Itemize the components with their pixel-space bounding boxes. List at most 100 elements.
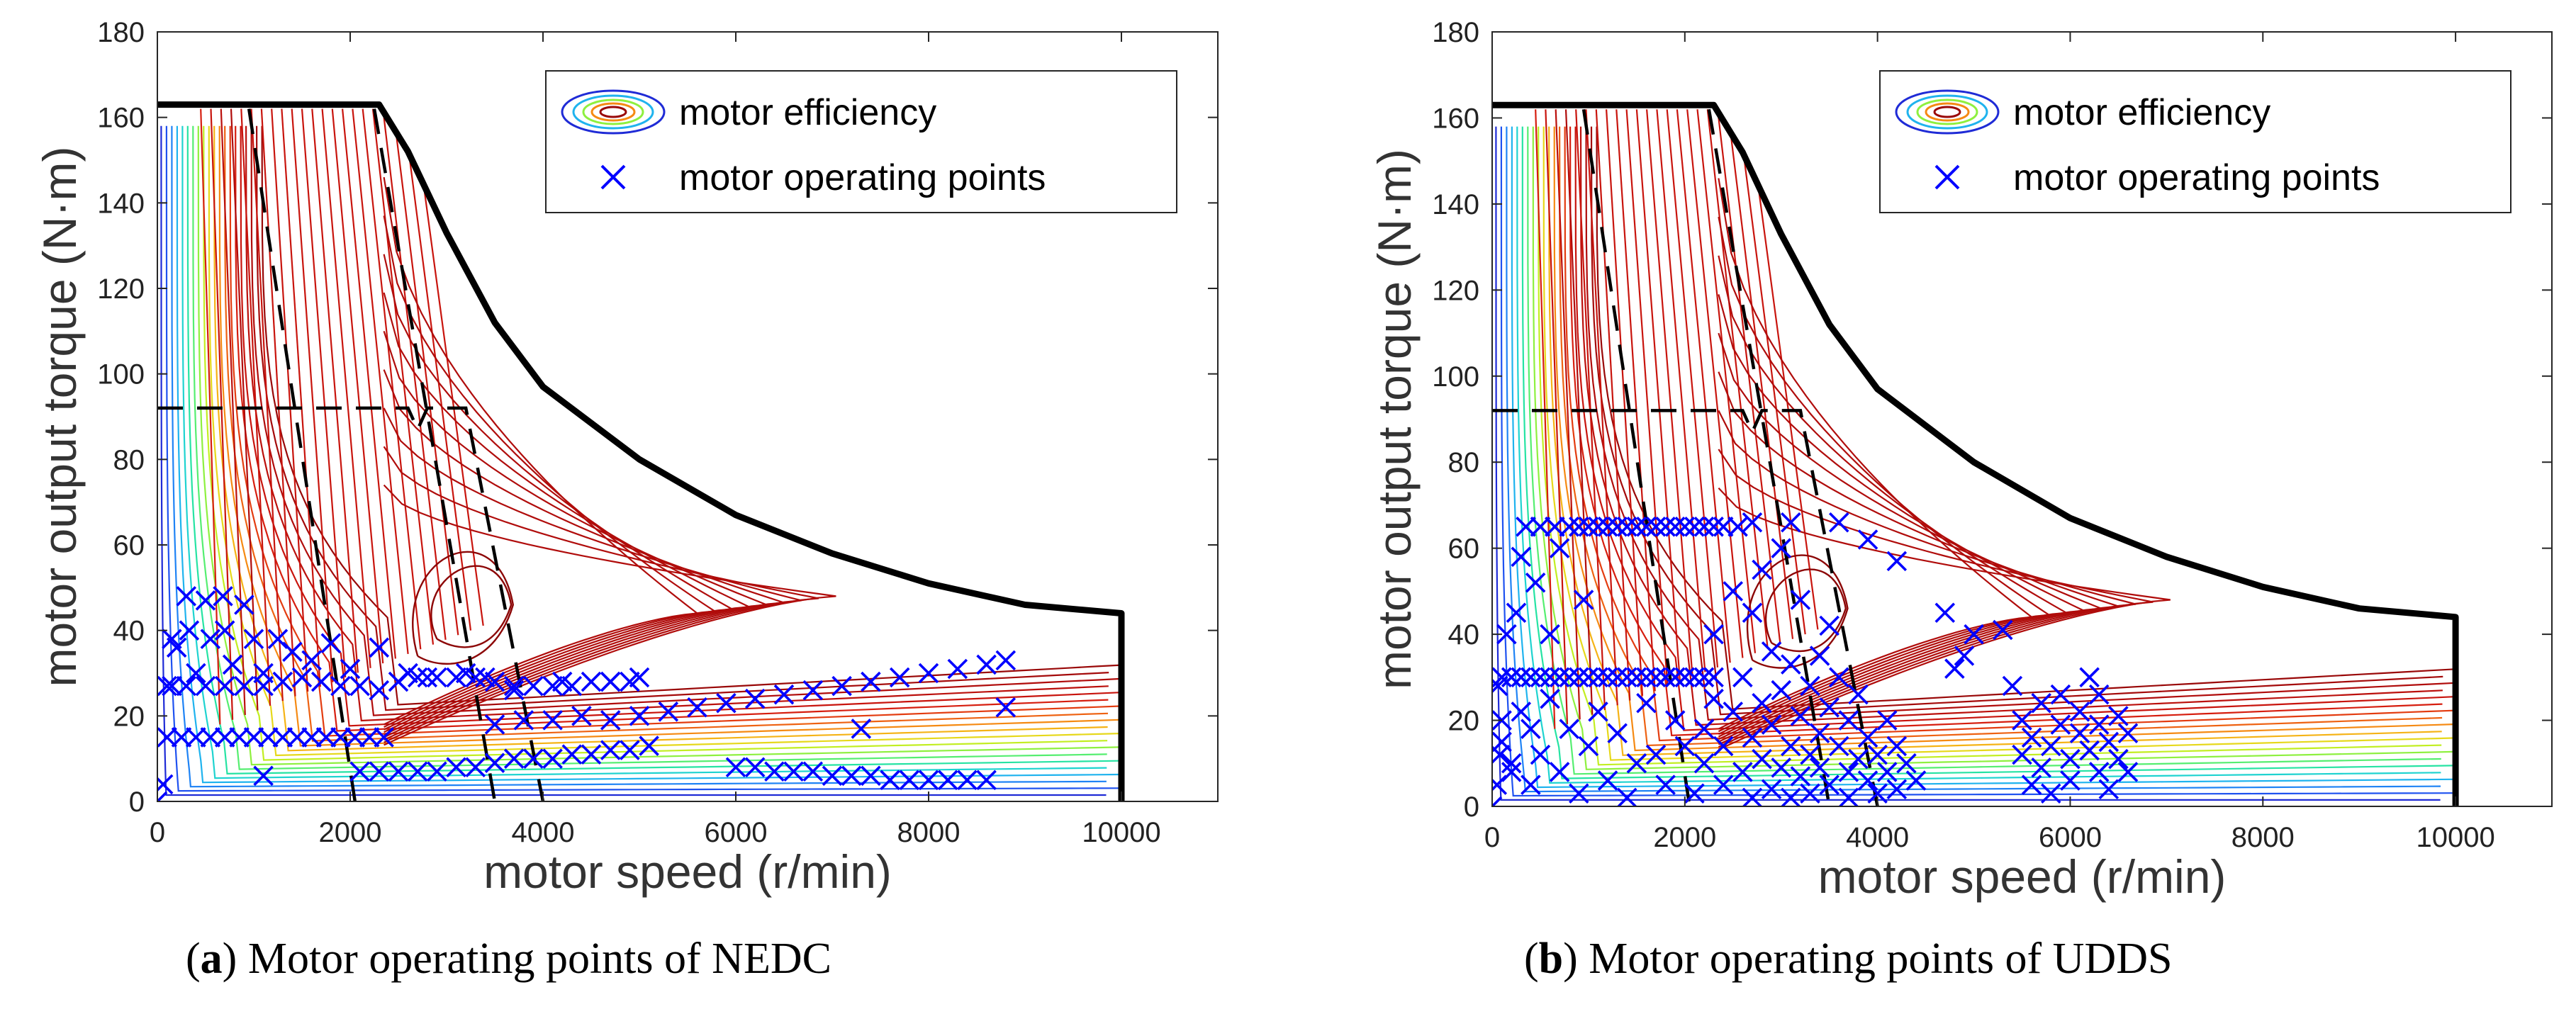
operating-point [1886, 779, 1908, 799]
operating-point [162, 675, 182, 697]
plot-content [1492, 32, 2552, 806]
operating-point [214, 620, 235, 641]
operating-point [1588, 702, 1608, 722]
operating-point [1549, 538, 1570, 558]
y-axis-label: motor output torque (N·m) [1368, 149, 1421, 689]
x-axis-label: motor speed (r/min) [483, 845, 892, 898]
operating-point [320, 633, 342, 654]
operating-point [301, 650, 322, 671]
operating-point [417, 667, 438, 688]
operating-point [1723, 702, 1744, 722]
operating-point [345, 727, 366, 748]
operating-point [831, 675, 852, 697]
operating-point [783, 761, 804, 782]
operating-point [1761, 641, 1782, 662]
x-tick-label: 2000 [1653, 822, 1716, 853]
operating-point [2079, 740, 2100, 761]
efficiency-contour [392, 108, 459, 636]
operating-point [1645, 667, 1667, 688]
operating-point [1607, 517, 1628, 537]
operating-point [243, 727, 264, 748]
caption-b-label: b [1538, 935, 1564, 983]
operating-point [1838, 710, 1859, 731]
efficiency-contour [1585, 126, 2455, 721]
operating-point [176, 675, 197, 697]
legend-label-efficiency: motor efficiency [679, 92, 936, 133]
efficiency-contour [382, 108, 447, 641]
operating-point [195, 675, 216, 697]
y-tick-label: 100 [97, 359, 145, 390]
operating-point [2098, 731, 2119, 753]
operating-point [523, 748, 544, 769]
operating-point [484, 753, 505, 773]
legend-label-operating-points: motor operating points [2013, 157, 2380, 198]
operating-point [166, 637, 187, 658]
operating-point [1530, 517, 1551, 537]
legend-efficiency-icon [1925, 102, 1970, 122]
caption-a-label: a [200, 935, 223, 983]
operating-point [2031, 757, 2051, 778]
operating-point [947, 658, 968, 680]
operating-point [1732, 667, 1753, 688]
operating-point [1993, 619, 2013, 641]
efficiency-contour [1747, 109, 1819, 630]
operating-point [1655, 774, 1676, 795]
operating-point [1819, 774, 1839, 795]
efficiency-contour [383, 484, 836, 746]
operating-point [258, 727, 279, 748]
operating-point [620, 671, 640, 692]
efficiency-peak-contour [430, 565, 513, 648]
efficiency-contour [271, 108, 309, 692]
envelope-mask [1492, 32, 2552, 806]
operating-point [1492, 796, 1503, 806]
operating-point [388, 761, 409, 782]
efficiency-contour [250, 108, 284, 702]
operating-point [1674, 736, 1696, 757]
operating-point [1655, 517, 1676, 537]
legend-label-operating-points: motor operating points [679, 157, 1046, 198]
legend-efficiency-icon [561, 89, 666, 135]
operating-point [2050, 684, 2071, 705]
operating-point [1867, 783, 1888, 804]
efficiency-contour [301, 108, 347, 678]
operating-point [1876, 710, 1898, 731]
operating-point [2060, 748, 2081, 770]
operating-point [880, 770, 900, 791]
efficiency-contour [1569, 126, 2443, 736]
x-tick-label: 6000 [2039, 822, 2102, 853]
operating-point [1616, 787, 1637, 806]
operating-point [407, 761, 428, 782]
operating-point [1800, 675, 1820, 697]
efficiency-contour [1727, 109, 1794, 639]
operating-point [1521, 719, 1541, 739]
operating-point [1501, 667, 1522, 688]
operating-point [1828, 667, 1849, 688]
operating-point [407, 667, 428, 688]
operating-point [349, 675, 370, 697]
operating-point [639, 736, 659, 756]
efficiency-contour [321, 108, 371, 668]
operating-point [1578, 667, 1599, 688]
plot-content [157, 32, 1218, 801]
efficiency-contour [245, 125, 1109, 722]
operating-point [561, 675, 583, 697]
efficiency-contour [281, 108, 321, 687]
efficiency-contour [1527, 126, 2441, 775]
operating-point [369, 637, 390, 658]
operating-point [1954, 646, 1975, 666]
operating-point [1626, 517, 1647, 537]
envelope-mask [157, 32, 1218, 801]
efficiency-contour [1579, 126, 2443, 726]
operating-point [2108, 706, 2129, 726]
efficiency-contour [413, 108, 484, 626]
operating-point [1781, 654, 1801, 675]
operating-point [1809, 723, 1830, 744]
operating-point [1809, 757, 1830, 778]
caption-b-body: Motor operating points of UDDS [1577, 935, 2173, 983]
operating-point [542, 748, 563, 769]
efficiency-contour [210, 108, 234, 720]
y-tick-label: 80 [113, 444, 145, 475]
legend-label-efficiency: motor efficiency [2013, 92, 2270, 133]
legend-efficiency-icon [1906, 94, 1988, 130]
operating-point [2088, 714, 2110, 735]
